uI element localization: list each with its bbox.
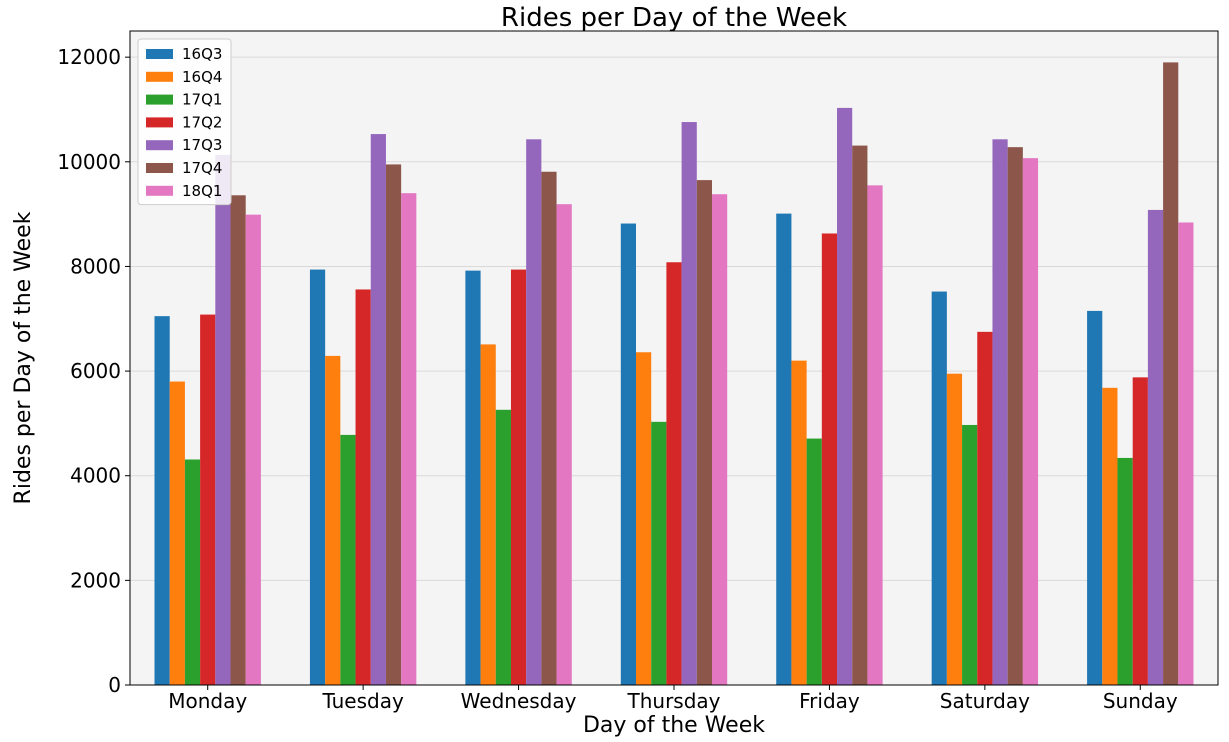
bar-sunday-17q1 — [1117, 457, 1133, 685]
bar-thursday-17q4 — [696, 180, 712, 685]
y-axis-label: Rides per Day of the Week — [11, 211, 36, 504]
bars — [154, 62, 1194, 686]
bar-saturday-18q1 — [1022, 158, 1039, 686]
bar-saturday-17q2 — [977, 331, 993, 685]
x-tick-label: Friday — [799, 689, 860, 713]
bar-saturday-17q1 — [962, 424, 978, 685]
bar-sunday-17q2 — [1132, 377, 1148, 685]
x-tick-label: Sunday — [1103, 689, 1178, 713]
bar-wednesday-17q2 — [510, 269, 527, 685]
bar-sunday-18q1 — [1178, 222, 1194, 685]
bar-wednesday-17q4 — [541, 171, 557, 686]
bar-wednesday-16q3 — [465, 270, 481, 685]
x-tick-label: Saturday — [940, 689, 1030, 713]
bar-saturday-17q4 — [1007, 147, 1023, 686]
bar-tuesday-16q4 — [325, 355, 341, 685]
legend-swatch — [146, 117, 173, 128]
bar-monday-17q1 — [184, 459, 201, 685]
bar-sunday-17q3 — [1147, 209, 1164, 686]
bar-tuesday-17q2 — [355, 289, 371, 685]
y-tick-label: 6000 — [70, 359, 121, 383]
legend-label: 17Q4 — [182, 159, 222, 177]
legend-swatch — [146, 140, 173, 151]
x-tick-label: Thursday — [627, 689, 721, 713]
legend-swatch — [146, 163, 173, 173]
bar-monday-17q4 — [230, 195, 246, 686]
legend-label: 17Q3 — [182, 136, 222, 154]
bar-sunday-16q4 — [1102, 387, 1118, 685]
x-axis-ticks: Monday Tuesday Wednesday Thursday Friday Satu… — [168, 685, 1178, 713]
bar-wednesday-17q1 — [495, 409, 511, 685]
bar-tuesday-17q3 — [370, 134, 386, 685]
bar-monday-17q3 — [215, 154, 231, 685]
bar-friday-16q4 — [791, 360, 807, 685]
y-tick-label: 12000 — [57, 45, 121, 69]
legend: 16Q3 16Q4 17Q1 17Q2 17Q3 17Q4 18Q1 — [137, 38, 232, 206]
y-tick-label: 0 — [108, 673, 121, 697]
legend-label: 17Q1 — [182, 91, 222, 109]
bar-thursday-18q1 — [712, 194, 728, 685]
chart-title: Rides per Day of the Week — [501, 3, 847, 33]
bar-tuesday-17q4 — [385, 164, 402, 685]
bar-monday-17q2 — [200, 314, 216, 685]
bar-wednesday-18q1 — [556, 204, 572, 685]
bar-saturday-16q3 — [931, 291, 947, 685]
y-tick-label: 10000 — [57, 150, 121, 174]
y-tick-label: 8000 — [70, 254, 121, 278]
bar-thursday-16q3 — [620, 223, 636, 685]
x-tick-label: Wednesday — [461, 689, 577, 713]
bar-thursday-17q2 — [666, 262, 682, 685]
legend-label: 16Q4 — [182, 68, 222, 86]
bar-wednesday-17q3 — [526, 139, 542, 686]
x-tick-label: Monday — [168, 689, 247, 713]
legend-label: 16Q3 — [182, 45, 222, 63]
bar-friday-17q2 — [821, 233, 838, 685]
legend-swatch — [146, 185, 173, 196]
bar-thursday-17q3 — [681, 122, 697, 685]
bar-friday-16q3 — [776, 213, 792, 685]
y-tick-label: 2000 — [70, 568, 121, 592]
bar-wednesday-16q4 — [480, 344, 496, 685]
legend-label: 17Q2 — [182, 113, 222, 131]
bar-sunday-16q3 — [1087, 310, 1103, 685]
legend-swatch — [146, 94, 173, 105]
y-tick-label: 4000 — [70, 464, 121, 488]
y-axis-ticks: 0 2000 4000 6000 8000 10000 12000 — [57, 45, 130, 697]
bar-sunday-17q4 — [1163, 62, 1179, 686]
bar-monday-18q1 — [245, 214, 261, 686]
legend-swatch — [146, 49, 173, 59]
bar-thursday-16q4 — [636, 352, 652, 685]
bar-monday-16q3 — [154, 316, 170, 685]
bar-saturday-16q4 — [946, 373, 963, 685]
bar-friday-17q3 — [837, 107, 853, 685]
bar-tuesday-16q3 — [309, 269, 326, 685]
bar-friday-17q1 — [806, 438, 822, 685]
bar-friday-17q4 — [852, 145, 868, 685]
x-axis-label: Day of the Week — [583, 713, 765, 738]
legend-swatch — [146, 71, 173, 82]
bar-thursday-17q1 — [651, 421, 667, 685]
bar-friday-18q1 — [867, 185, 883, 685]
bar-saturday-17q3 — [992, 139, 1008, 686]
bar-tuesday-18q1 — [401, 193, 417, 685]
bar-monday-16q4 — [169, 381, 185, 685]
bar-tuesday-17q1 — [340, 434, 356, 685]
legend-label: 18Q1 — [182, 182, 222, 200]
x-tick-label: Tuesday — [321, 689, 404, 713]
